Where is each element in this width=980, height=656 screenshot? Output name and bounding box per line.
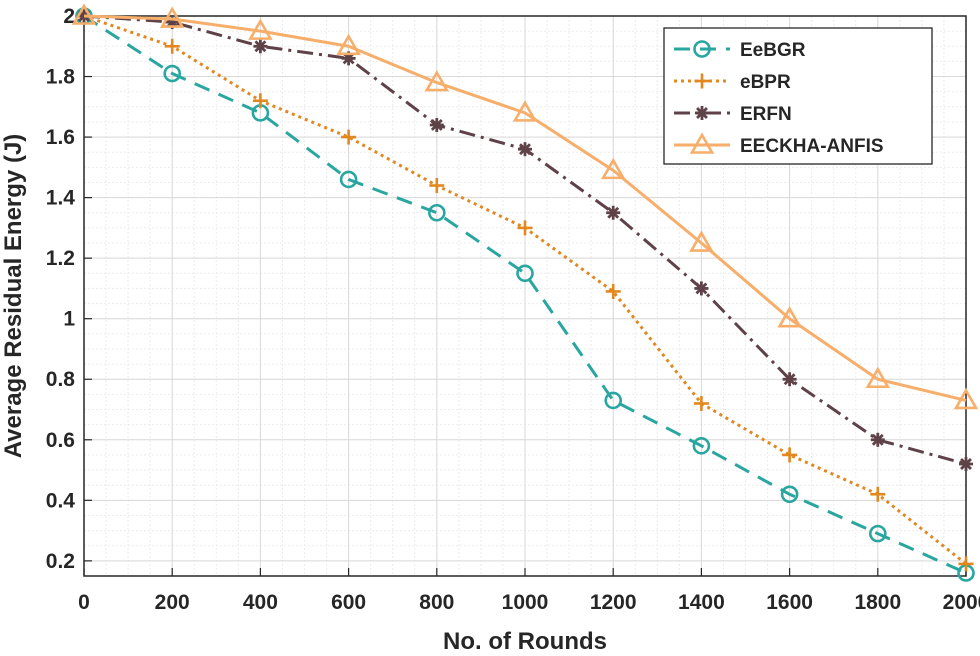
data-point — [782, 447, 798, 463]
data-point — [693, 395, 709, 411]
x-tick-label: 200 — [155, 591, 190, 614]
data-point — [958, 556, 974, 572]
data-point — [777, 306, 802, 328]
x-tick-label: 1000 — [502, 591, 549, 614]
data-point — [600, 157, 626, 180]
data-point — [518, 142, 532, 157]
series-ebpr — [76, 8, 974, 572]
data-point — [516, 264, 534, 283]
series-line — [83, 14, 967, 402]
data-point — [953, 387, 979, 410]
y-tick-label: 0.6 — [46, 429, 75, 452]
y-tick-label: 1.6 — [46, 126, 75, 149]
data-point — [336, 33, 361, 56]
data-point — [429, 178, 445, 194]
data-point — [424, 69, 450, 92]
legend-label: EeBGR — [740, 40, 806, 61]
data-point — [604, 391, 623, 410]
y-tick-label: 1.4 — [46, 187, 76, 210]
data-point — [429, 117, 444, 132]
data-point — [689, 230, 714, 252]
y-tick-label: 2 — [63, 5, 75, 28]
data-point — [163, 64, 181, 83]
legend-marker — [694, 73, 710, 89]
y-tick-label: 1.8 — [46, 66, 76, 89]
series-group — [71, 3, 979, 582]
legend-label: eBPR — [740, 72, 791, 93]
data-point — [959, 457, 973, 471]
data-point — [159, 6, 185, 28]
data-point — [692, 437, 711, 455]
series-line — [83, 14, 967, 575]
data-point — [870, 432, 885, 447]
data-point — [780, 485, 799, 504]
x-tick-label: 1400 — [678, 591, 725, 614]
series-erfn — [77, 9, 973, 471]
data-point — [865, 366, 891, 389]
data-point — [694, 281, 709, 296]
legend: EeBGR eBPR ERFN EECKHA-ANFIS — [663, 27, 933, 165]
data-point — [164, 38, 180, 54]
legend-label: ERFN — [740, 104, 792, 125]
data-point — [339, 170, 358, 189]
x-tick-label: 800 — [419, 591, 454, 614]
data-point — [248, 18, 273, 40]
data-point — [868, 524, 887, 543]
y-axis-title: Average Residual Energy (J) — [0, 134, 27, 459]
legend-label: EECKHA-ANFIS — [740, 136, 884, 157]
legend-item: ERFN — [674, 104, 792, 125]
data-point — [427, 203, 446, 222]
x-tick-label: 1600 — [766, 591, 813, 614]
y-tick-label: 0.8 — [46, 368, 76, 391]
y-tick-label: 1.2 — [46, 247, 75, 270]
data-point — [71, 3, 97, 25]
data-point — [252, 93, 268, 109]
legend-item: EECKHA-ANFIS — [674, 132, 884, 157]
data-point — [253, 39, 268, 54]
data-point — [341, 129, 357, 145]
x-tick-label: 600 — [331, 591, 366, 614]
legend-marker — [693, 40, 711, 58]
data-point — [512, 100, 538, 122]
legend-item: eBPR — [674, 72, 791, 93]
series-eeckha-anfis — [71, 3, 979, 410]
x-tick-label: 1800 — [854, 591, 901, 614]
x-tick-label: 400 — [243, 591, 278, 614]
data-point — [606, 205, 621, 220]
legend-item: EeBGR — [674, 40, 806, 61]
x-axis-title: No. of Rounds — [443, 628, 607, 655]
data-point — [605, 283, 621, 299]
x-tick-label: 1200 — [590, 591, 637, 614]
x-tick-label: 0 — [78, 591, 90, 614]
legend-marker — [695, 106, 709, 120]
y-tick-label: 1 — [63, 308, 75, 331]
data-point — [517, 220, 533, 236]
data-point — [782, 372, 797, 387]
y-tick-label: 0.4 — [46, 489, 76, 512]
data-point — [870, 486, 886, 502]
legend-marker — [689, 132, 715, 154]
y-tick-label: 0.2 — [46, 550, 75, 573]
